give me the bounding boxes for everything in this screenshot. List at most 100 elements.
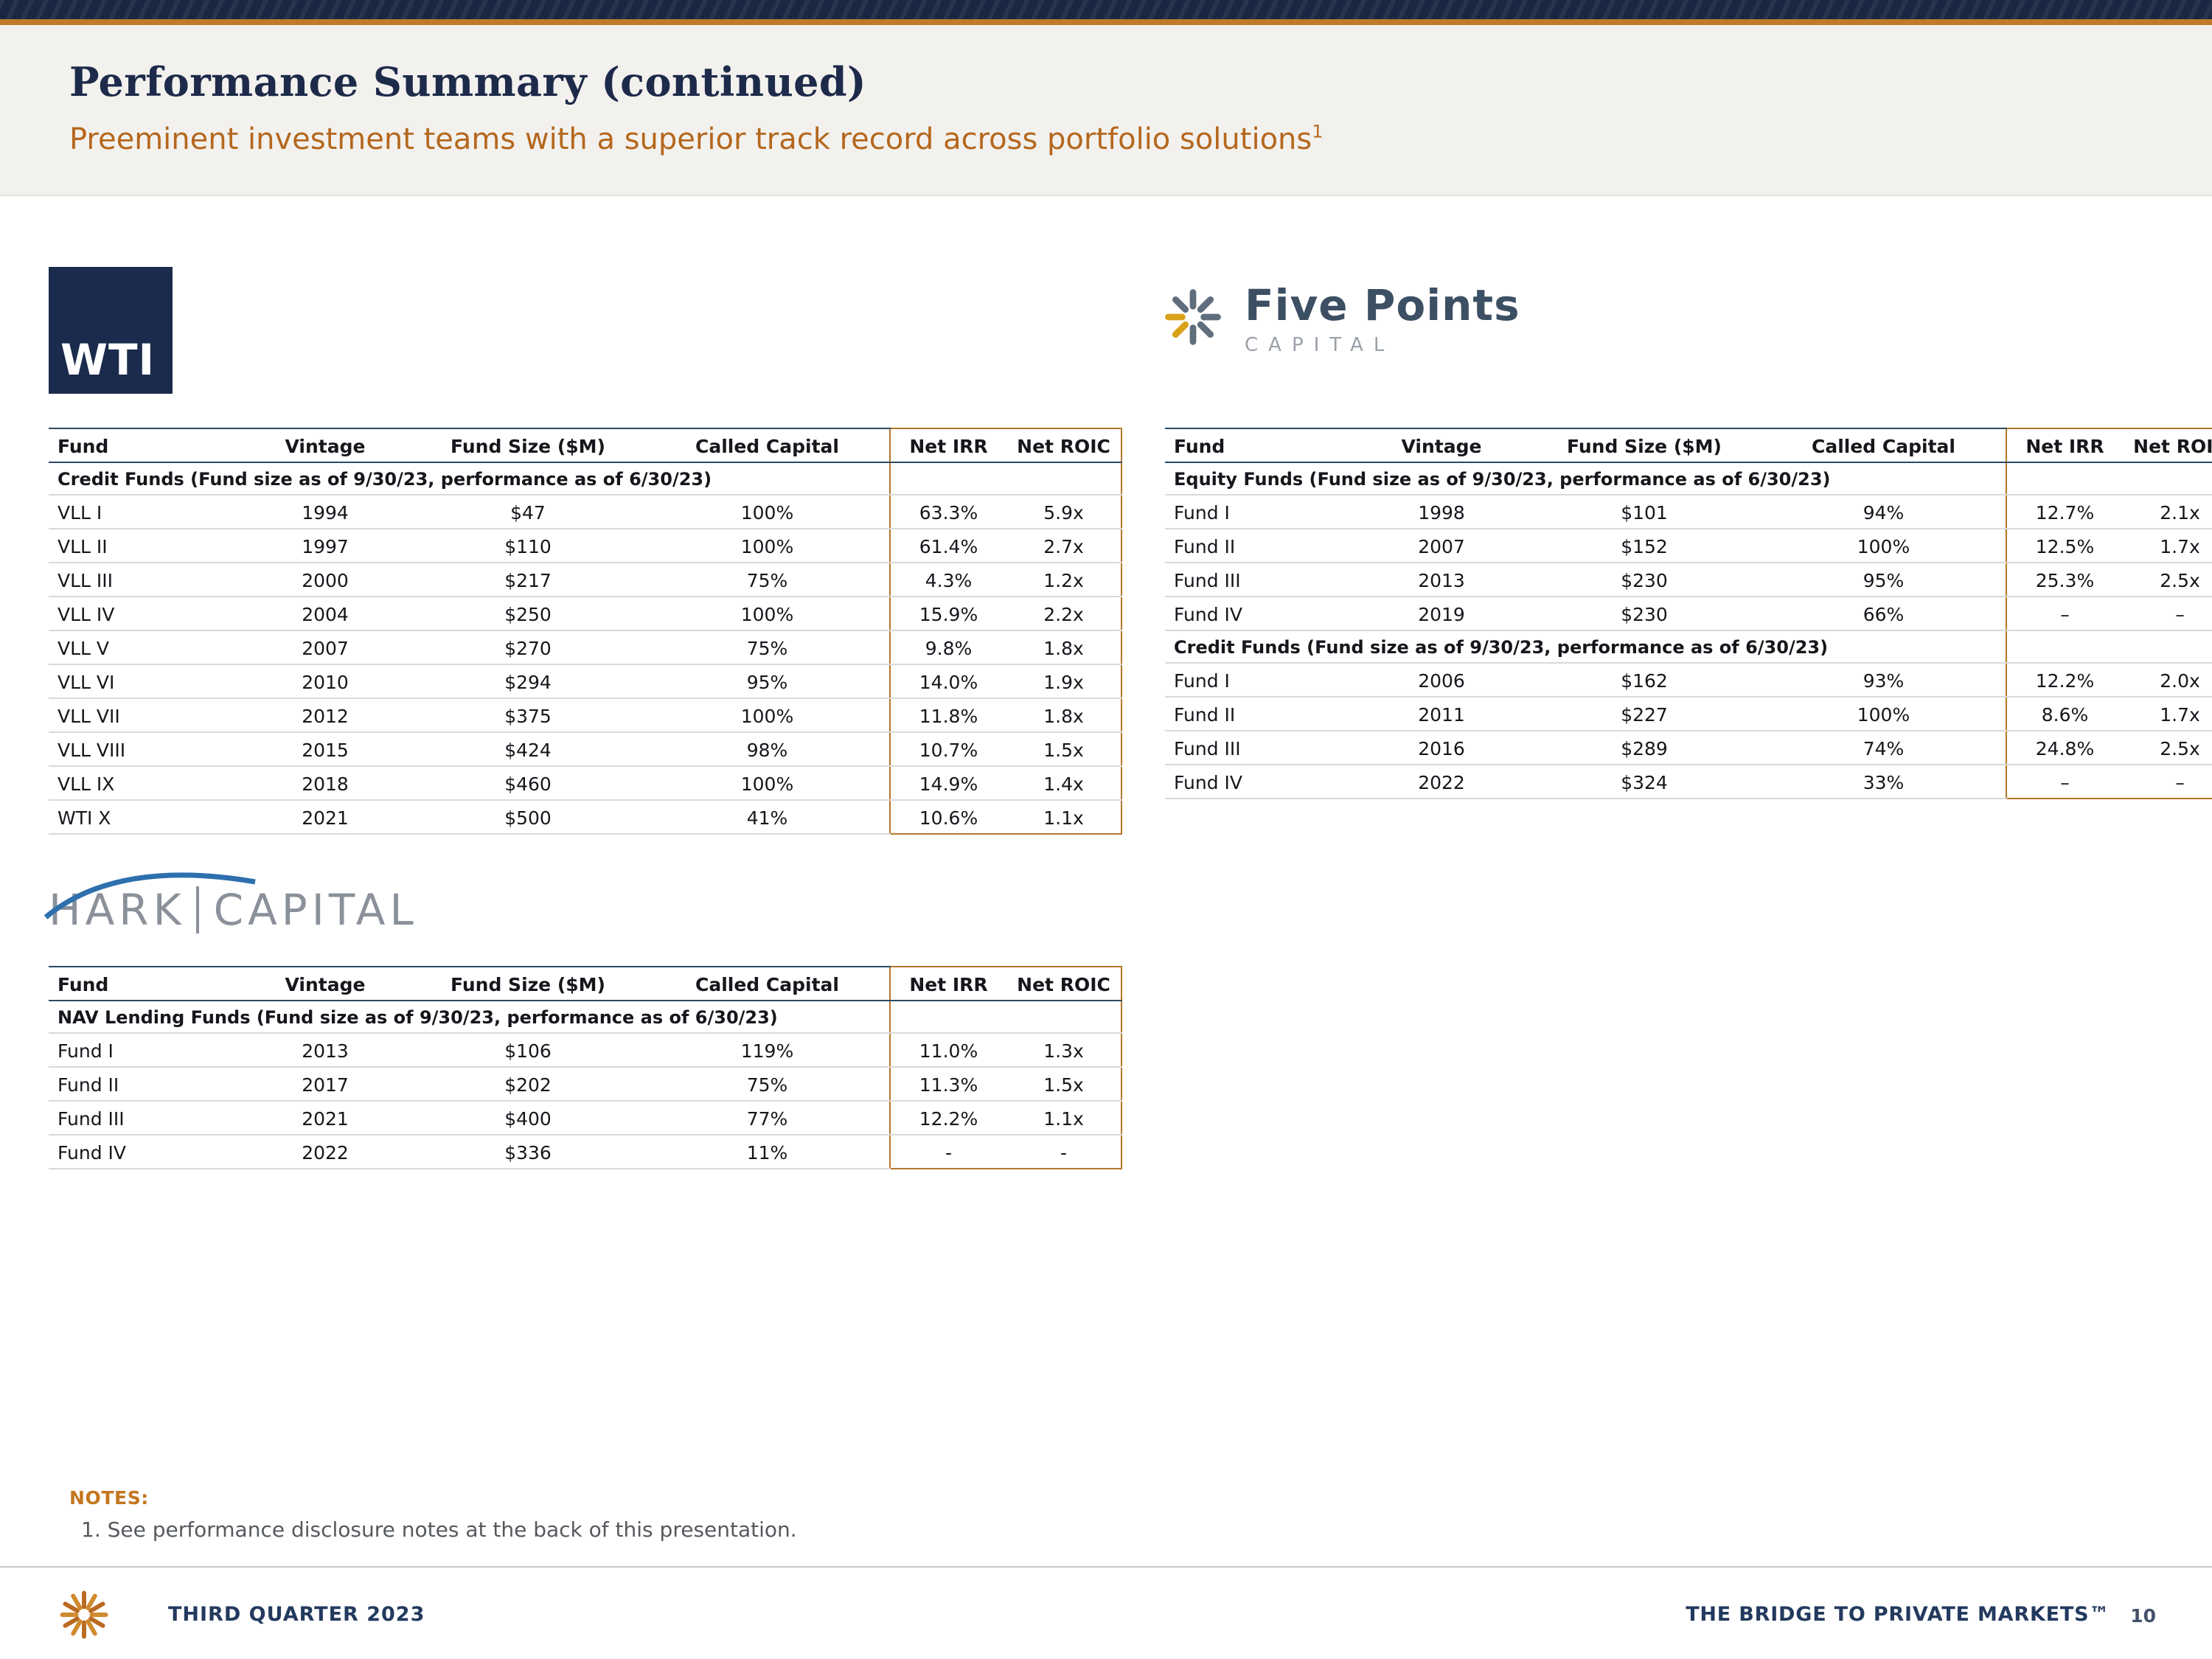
empty-cell bbox=[1007, 1001, 1121, 1034]
column-header: Called Capital bbox=[646, 966, 889, 1001]
table-row: Fund IV 2022 $324 33% – – bbox=[1165, 765, 2212, 799]
table-cell: 1.2x bbox=[1007, 563, 1121, 597]
table-row: Fund III 2016 $289 74% 24.8% 2.5x bbox=[1165, 731, 2212, 765]
footer-divider bbox=[0, 1566, 2212, 1568]
table-cell: 75% bbox=[646, 563, 889, 597]
notes-line: 1. See performance disclosure notes at t… bbox=[81, 1519, 797, 1543]
table-cell: Fund II bbox=[1165, 697, 1357, 731]
table-cell: 33% bbox=[1762, 765, 2006, 799]
table-header-row: Fund Vintage Fund Size ($M) Called Capital N… bbox=[1165, 428, 2212, 463]
section-row: Credit Funds (Fund size as of 9/30/23, p… bbox=[1165, 630, 2212, 664]
table-cell: 2017 bbox=[240, 1067, 410, 1102]
table-cell: $250 bbox=[410, 597, 646, 631]
empty-cell bbox=[2124, 630, 2212, 664]
table-cell: - bbox=[888, 1135, 1007, 1169]
table-cell: 1.7x bbox=[2124, 697, 2212, 731]
table-cell: 100% bbox=[1762, 697, 2006, 731]
notes-heading: NOTES: bbox=[69, 1486, 149, 1509]
table-row: Fund IV 2022 $336 11% - - bbox=[49, 1135, 1121, 1169]
page-number: 10 bbox=[2130, 1604, 2156, 1626]
table-cell: 66% bbox=[1762, 597, 2006, 631]
table-cell: 95% bbox=[646, 664, 889, 699]
table-cell: 2007 bbox=[1357, 529, 1526, 563]
table-cell: $227 bbox=[1526, 697, 1762, 731]
empty-cell bbox=[2005, 462, 2124, 495]
table-row: VLL VIII 2015 $424 98% 10.7% 1.5x bbox=[49, 732, 1121, 767]
wti-logo-text: WTI bbox=[60, 335, 156, 385]
table-cell: 63.3% bbox=[888, 495, 1007, 529]
table-header-row: Fund Vintage Fund Size ($M) Called Capital N… bbox=[49, 966, 1121, 1001]
table-cell: 2004 bbox=[240, 597, 410, 631]
table-cell: 11.8% bbox=[888, 698, 1007, 733]
table-cell: Fund IV bbox=[1165, 765, 1357, 799]
table-row: Fund III 2021 $400 77% 12.2% 1.1x bbox=[49, 1101, 1121, 1135]
table-row: WTI X 2021 $500 41% 10.6% 1.1x bbox=[49, 800, 1121, 835]
table-cell: 77% bbox=[646, 1101, 889, 1135]
table-cell: 1.1x bbox=[1007, 800, 1121, 835]
table-row: Fund I 1998 $101 94% 12.7% 2.1x bbox=[1165, 495, 2212, 529]
table-cell: 12.7% bbox=[2005, 495, 2124, 529]
table-cell: 95% bbox=[1762, 563, 2006, 597]
table-cell: 10.7% bbox=[888, 732, 1007, 767]
table-cell: 1.8x bbox=[1007, 630, 1121, 665]
table-cell: 1.3x bbox=[1007, 1033, 1121, 1068]
table-cell: 5.9x bbox=[1007, 495, 1121, 529]
table-cell: 15.9% bbox=[888, 597, 1007, 631]
table-cell: VLL IV bbox=[49, 597, 240, 631]
table-cell: 2016 bbox=[1357, 731, 1526, 765]
table-row: Fund II 2017 $202 75% 11.3% 1.5x bbox=[49, 1067, 1121, 1102]
table-row: VLL I 1994 $47 100% 63.3% 5.9x bbox=[49, 495, 1121, 529]
table-header-row: Fund Vintage Fund Size ($M) Called Capital N… bbox=[49, 428, 1121, 463]
table-cell: 2015 bbox=[240, 732, 410, 767]
table-cell: Fund I bbox=[1165, 495, 1357, 529]
table-cell: 2.2x bbox=[1007, 597, 1121, 631]
column-header: Called Capital bbox=[1762, 428, 2006, 463]
table-cell: $47 bbox=[410, 495, 646, 529]
table-cell: 12.2% bbox=[2005, 663, 2124, 698]
table-cell: 2.1x bbox=[2124, 495, 2212, 529]
column-header: Vintage bbox=[1357, 428, 1526, 463]
table-cell: $217 bbox=[410, 563, 646, 597]
hark-table: Fund Vintage Fund Size ($M) Called Capital N… bbox=[49, 966, 1121, 1169]
company-starburst-icon bbox=[60, 1590, 108, 1639]
table-cell: 9.8% bbox=[888, 630, 1007, 665]
table-cell: Fund III bbox=[1165, 731, 1357, 765]
table-row: VLL VI 2010 $294 95% 14.0% 1.9x bbox=[49, 664, 1121, 699]
table-cell: 2022 bbox=[1357, 765, 1526, 799]
table-cell: Fund II bbox=[1165, 529, 1357, 563]
table-cell: 2.5x bbox=[2124, 563, 2212, 597]
table-cell: 8.6% bbox=[2005, 697, 2124, 731]
table-cell: Fund I bbox=[49, 1033, 240, 1068]
section-label: Credit Funds (Fund size as of 9/30/23, p… bbox=[49, 462, 889, 495]
table-cell: $289 bbox=[1526, 731, 1762, 765]
table-cell: 93% bbox=[1762, 663, 2006, 698]
table-cell: $106 bbox=[410, 1033, 646, 1068]
table-cell: 11.3% bbox=[888, 1067, 1007, 1102]
column-header: Fund Size ($M) bbox=[410, 966, 646, 1001]
table-cell: $202 bbox=[410, 1067, 646, 1102]
section-label: Credit Funds (Fund size as of 9/30/23, p… bbox=[1165, 630, 2006, 664]
table-cell: 1998 bbox=[1357, 495, 1526, 529]
five-points-logo: Five Points CAPITAL bbox=[1162, 280, 1520, 358]
section-label: NAV Lending Funds (Fund size as of 9/30/… bbox=[49, 1001, 889, 1034]
five-points-logo-subtext: CAPITAL bbox=[1245, 335, 1395, 358]
top-navy-bar bbox=[0, 0, 2212, 19]
table-cell: 100% bbox=[646, 698, 889, 733]
table-cell: $294 bbox=[410, 664, 646, 699]
slide-footer: THIRD QUARTER 2023 THE BRIDGE TO PRIVATE… bbox=[56, 1581, 2156, 1649]
table-cell: 100% bbox=[646, 529, 889, 563]
table-cell: 1.1x bbox=[1007, 1101, 1121, 1135]
empty-cell bbox=[888, 462, 1007, 495]
table-cell: Fund III bbox=[1165, 563, 1357, 597]
table-cell: 2022 bbox=[240, 1135, 410, 1169]
five-points-logo-name: Five Points bbox=[1245, 280, 1520, 330]
column-header: Called Capital bbox=[646, 428, 889, 463]
five-points-logo-text: Five Points CAPITAL bbox=[1245, 280, 1520, 358]
table-cell: VLL III bbox=[49, 563, 240, 597]
table-cell: 98% bbox=[646, 732, 889, 767]
table-cell: 100% bbox=[646, 766, 889, 801]
five_points-table: Fund Vintage Fund Size ($M) Called Capital N… bbox=[1165, 428, 2212, 799]
table-cell: VLL I bbox=[49, 495, 240, 529]
table-cell: VLL IX bbox=[49, 766, 240, 801]
subtitle-text: Preeminent investment teams with a super… bbox=[69, 121, 1312, 156]
